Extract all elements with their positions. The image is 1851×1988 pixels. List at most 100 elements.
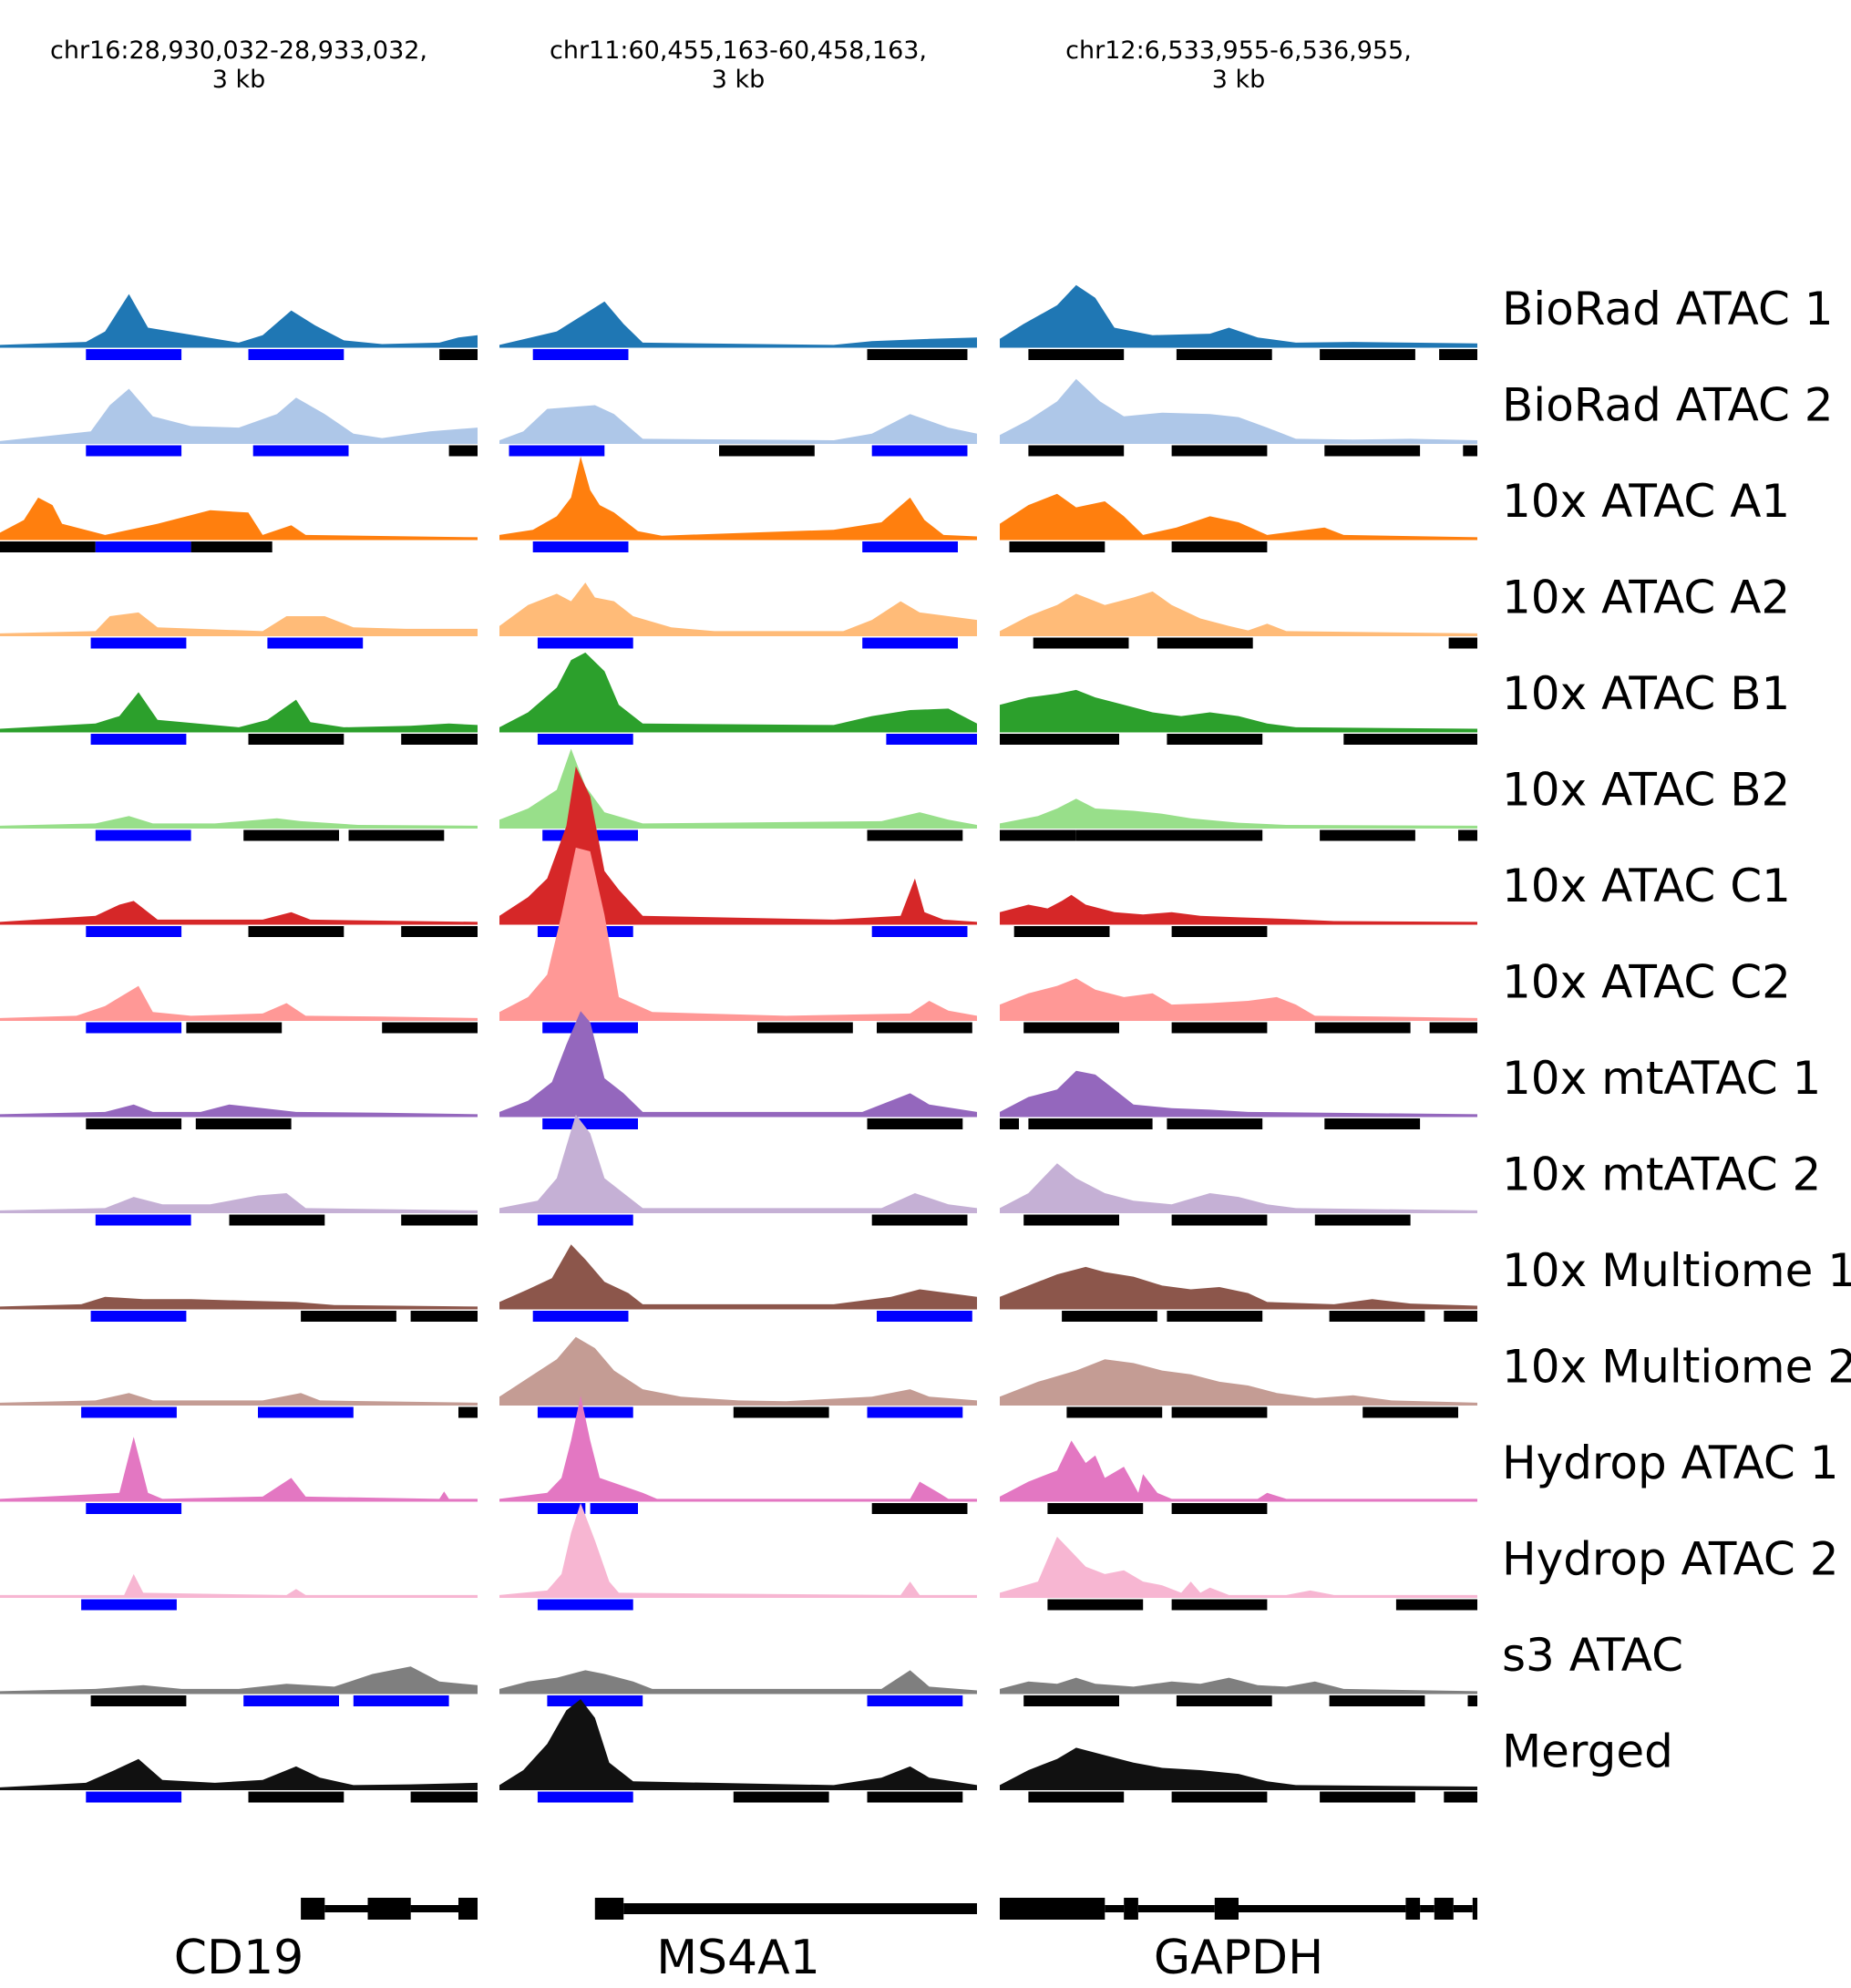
peak [401, 1214, 478, 1226]
peak [1448, 637, 1477, 649]
peak [733, 1406, 829, 1418]
called-peak [532, 1311, 629, 1322]
peak [1329, 1311, 1425, 1322]
called-peak [353, 1695, 449, 1706]
signal-area [0, 388, 478, 443]
signal-area [0, 901, 478, 923]
called-peak [86, 926, 182, 937]
signal-area [499, 1396, 977, 1500]
signal-area [499, 1011, 977, 1116]
called-peak [243, 1695, 339, 1706]
peak [1028, 445, 1125, 457]
peak [1444, 1791, 1477, 1803]
gene-intron [410, 1905, 458, 1912]
peak [719, 445, 815, 457]
called-peak [81, 1599, 177, 1611]
track-label: 10x mtATAC 2 [1502, 1149, 1821, 1201]
peak [1314, 1214, 1411, 1226]
peak [733, 1791, 829, 1803]
called-peak [95, 541, 191, 552]
signal-area [1000, 1440, 1477, 1500]
region-title-span: 3 kb [212, 66, 266, 94]
called-peak [867, 1406, 963, 1418]
signal-area [1000, 284, 1477, 346]
called-peak [248, 349, 344, 360]
gene-label: GAPDH [1154, 1931, 1323, 1985]
called-peak [877, 1311, 972, 1322]
called-peak [86, 1503, 182, 1514]
peak [1171, 1022, 1268, 1034]
gene-exon [367, 1898, 411, 1920]
gene-exon [1405, 1898, 1421, 1920]
signal-area [499, 1336, 977, 1405]
peak [1023, 1695, 1119, 1706]
signal-area [499, 405, 977, 443]
peak [1047, 1503, 1144, 1514]
signal-area [499, 301, 977, 346]
peak [90, 1695, 187, 1706]
peak [1171, 1791, 1268, 1803]
track-label: Hydrop ATAC 2 [1502, 1533, 1839, 1586]
signal-area [499, 1699, 977, 1789]
signal-area [1000, 894, 1477, 923]
track-label: BioRad ATAC 1 [1502, 283, 1834, 335]
peak [86, 1118, 182, 1129]
signal-area [0, 985, 478, 1020]
peak [348, 829, 445, 841]
signal-area [0, 1666, 478, 1693]
signal-area [499, 652, 977, 731]
peak [1167, 1118, 1263, 1129]
peak [867, 1791, 963, 1803]
peak [871, 1214, 968, 1226]
called-peak [537, 1599, 633, 1611]
track-label: 10x ATAC A1 [1502, 475, 1790, 528]
signal-area [1000, 798, 1477, 828]
signal-area [0, 294, 478, 346]
track-label: Hydrop ATAC 1 [1502, 1437, 1839, 1489]
signal-area [0, 1193, 478, 1212]
peak [190, 541, 273, 552]
track-label: 10x ATAC A2 [1502, 572, 1790, 624]
called-peak [537, 1791, 633, 1803]
signal-area [1000, 1536, 1477, 1597]
called-peak [90, 637, 187, 649]
peak [877, 1022, 972, 1034]
gene-exon [1472, 1898, 1477, 1920]
signal-area [1000, 978, 1477, 1020]
peak [1395, 1599, 1477, 1611]
track-label: 10x ATAC C1 [1502, 860, 1791, 912]
region-title-coords: chr11:60,455,163-60,458,163, [550, 36, 927, 65]
called-peak [532, 349, 629, 360]
peak [1009, 541, 1105, 552]
peak [410, 1791, 478, 1803]
called-peak [258, 1406, 354, 1418]
called-peak [886, 734, 977, 745]
signal-area [1000, 1359, 1477, 1405]
called-peak [532, 541, 629, 552]
called-peak [871, 926, 968, 937]
peak [1329, 1695, 1425, 1706]
called-peak [542, 1118, 638, 1129]
called-peak [509, 445, 605, 457]
signal-area [1000, 1070, 1477, 1116]
peak [1023, 1214, 1119, 1226]
signal-area [499, 1503, 977, 1597]
peak [1458, 829, 1477, 841]
track-label: 10x Multiome 2 [1502, 1341, 1851, 1394]
called-peak [90, 734, 187, 745]
gene-label: MS4A1 [656, 1931, 820, 1985]
peak [1167, 1311, 1263, 1322]
gene-exon [1124, 1898, 1138, 1920]
peak [1013, 926, 1110, 937]
peak [401, 734, 478, 745]
gene-exon [1000, 1898, 1105, 1920]
peak [1157, 637, 1253, 649]
peak [1000, 829, 1076, 841]
track-label: 10x Multiome 1 [1502, 1244, 1851, 1297]
peak [1429, 1022, 1477, 1034]
peak [248, 734, 344, 745]
peak [439, 349, 478, 360]
peak [1324, 445, 1421, 457]
signal-area [1000, 1747, 1477, 1789]
gene-utr [623, 1903, 977, 1914]
